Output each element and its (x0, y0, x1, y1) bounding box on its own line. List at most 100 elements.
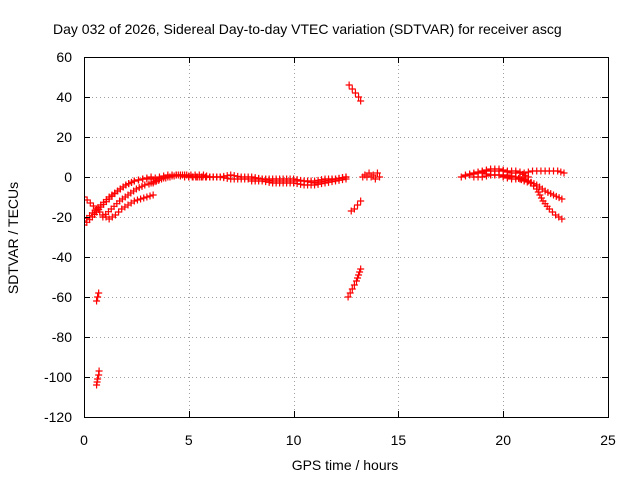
data-point (534, 188, 542, 196)
y-tick-label: 60 (56, 49, 72, 65)
data-point (466, 170, 474, 178)
data-point (328, 178, 336, 186)
data-point (130, 197, 138, 205)
data-point (227, 171, 235, 179)
data-point (478, 173, 486, 181)
data-point (346, 289, 354, 297)
data-point (516, 168, 524, 176)
chart-title: Day 032 of 2026, Sidereal Day-to-day VTE… (53, 21, 562, 37)
data-point (354, 274, 362, 282)
data-point (365, 169, 373, 177)
data-point (130, 177, 138, 185)
data-point (357, 265, 365, 273)
plot-frame (84, 57, 609, 418)
data-point (351, 89, 359, 97)
data-point (139, 175, 147, 183)
x-axis-label: GPS time / hours (292, 457, 399, 473)
data-point (352, 277, 360, 285)
data-point (84, 193, 88, 201)
data-point (234, 172, 242, 180)
data-point (86, 199, 94, 207)
data-point (143, 174, 151, 182)
data-points (84, 81, 568, 389)
data-point (216, 173, 224, 181)
data-point (258, 177, 266, 185)
data-point (164, 173, 172, 181)
data-point (93, 205, 101, 213)
data-point (512, 167, 520, 175)
data-point (560, 169, 568, 177)
data-point (461, 171, 469, 179)
x-tick-label: 0 (80, 432, 88, 448)
data-point (134, 176, 142, 184)
data-point (297, 180, 305, 188)
series-arc-10 (345, 81, 365, 105)
data-point (93, 297, 101, 305)
data-point (537, 194, 545, 202)
series-arc-07 (248, 175, 350, 189)
x-tick-label: 15 (391, 432, 407, 448)
data-point (140, 194, 148, 202)
y-tick-label: 20 (56, 129, 72, 145)
data-point (96, 208, 104, 216)
data-point (495, 165, 503, 173)
data-point (376, 173, 384, 181)
data-point (357, 197, 365, 205)
data-point (314, 180, 322, 188)
data-point (520, 169, 528, 177)
y-tick-label: -20 (52, 209, 72, 225)
data-point (95, 289, 103, 297)
data-point (115, 208, 123, 216)
data-point (223, 172, 231, 180)
axis-ticks (84, 57, 609, 418)
data-point (220, 172, 228, 180)
data-point (290, 179, 298, 187)
data-point (355, 93, 363, 101)
data-point (558, 215, 566, 223)
data-point (168, 172, 176, 180)
series-arc-14 (359, 173, 384, 183)
data-point (111, 211, 119, 219)
data-point (344, 293, 352, 301)
data-point (321, 179, 329, 187)
series-arc-18 (499, 173, 566, 203)
y-tick-label: -40 (52, 249, 72, 265)
x-tick-label: 5 (185, 432, 193, 448)
data-point (354, 201, 362, 209)
data-point (141, 181, 149, 189)
data-point (143, 193, 151, 201)
x-tick-label: 25 (600, 432, 616, 448)
y-tick-label: -80 (52, 329, 72, 345)
data-point (332, 177, 340, 185)
data-point (318, 180, 326, 188)
data-point (262, 178, 270, 186)
y-tick-label: 0 (64, 169, 72, 185)
data-point (293, 180, 301, 188)
data-point (94, 293, 102, 301)
data-point (325, 178, 333, 186)
data-point (147, 173, 155, 181)
data-point (133, 196, 141, 204)
data-point (335, 176, 343, 184)
series-arc-06 (185, 171, 350, 185)
data-point (499, 172, 507, 180)
data-point (495, 171, 503, 179)
y-tick-label: -100 (44, 369, 72, 385)
series-arc-03 (84, 173, 155, 225)
data-point (339, 176, 347, 184)
data-point (520, 175, 528, 183)
data-point (457, 173, 465, 181)
y-tick-label: 40 (56, 89, 72, 105)
y-axis-tick-labels: -120 -100 -80 -60 -40 -20 0 20 40 60 (44, 49, 72, 425)
data-point (95, 367, 103, 375)
data-point (548, 208, 556, 216)
data-point (137, 195, 145, 203)
data-point (348, 85, 356, 93)
data-point (355, 271, 363, 279)
data-point (367, 173, 375, 181)
series-arc-19 (470, 171, 528, 183)
data-point (482, 172, 490, 180)
data-point (512, 173, 520, 181)
data-point (558, 195, 566, 203)
